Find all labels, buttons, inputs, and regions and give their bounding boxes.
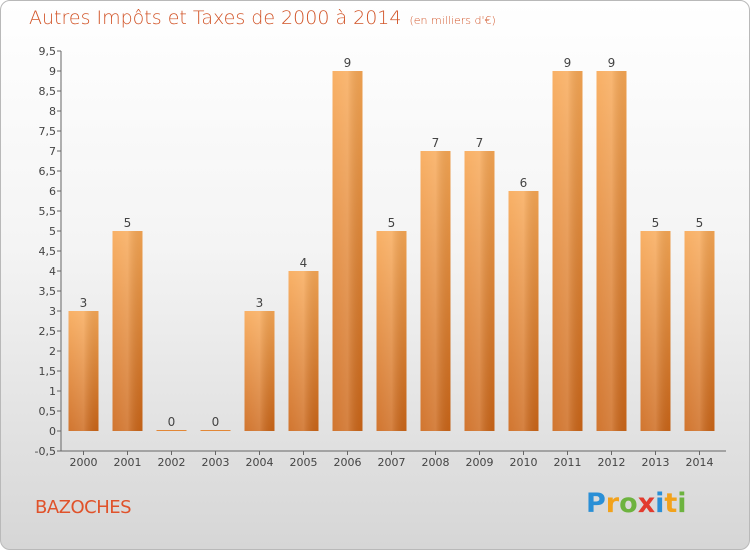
bar-value-label: 7 [432,136,440,150]
logo-letter: P [586,488,606,519]
y-axis: -0,5 0 0,5 1 1,5 2 2,5 3 3,5 4 4,5 5 5,5 6 6,5 7 7,5 8 8,5… [35,45,62,458]
y-tick-label: 1,5 [39,365,57,378]
bar-value-label: 9 [608,56,616,70]
logo-letter: t [664,488,678,519]
y-tick-label: 9,5 [39,45,57,58]
y-tick-label: 0 [49,425,56,438]
bar-value-label: 6 [520,176,528,190]
x-axis: 2000 2001 2002 2003 2004 2005 2006 2007 2008 2009… [61,450,726,469]
x-tick-label: 2002 [158,456,186,469]
bar-value-label: 0 [212,415,220,429]
y-tick-label: 7 [49,145,56,158]
x-tick-label: 2000 [70,456,98,469]
y-tick-label: 1 [49,385,56,398]
bar-shine [376,231,407,431]
y-tick-label: 2,5 [39,325,57,338]
bar-value-label: 5 [696,216,704,230]
y-tick-label: -0,5 [35,445,56,458]
y-tick-label: 3 [49,305,56,318]
x-tick-label: 2014 [686,456,714,469]
y-tick-label: 4 [49,265,56,278]
logo-letter: i [677,488,687,519]
y-tick-label: 5,5 [39,205,57,218]
bar-value-label: 5 [652,216,660,230]
y-tick-label: 8 [49,105,56,118]
bar-shine [464,151,495,431]
x-tick-label: 2008 [422,456,450,469]
y-tick-label: 8,5 [39,85,57,98]
commune-name: BAZOCHES [35,497,132,518]
logo-letter: r [605,488,620,519]
logo-letter: x [637,488,656,519]
bar-shine [420,151,451,431]
x-tick-label: 2001 [114,456,142,469]
y-tick-label: 5 [49,225,56,238]
chart-title: Autres Impôts et Taxes de 2000 à 2014 (en… [29,7,496,29]
x-tick-label: 2006 [334,456,362,469]
y-tick-label: 3,5 [39,285,57,298]
y-tick-label: 2 [49,345,56,358]
x-tick-label: 2005 [290,456,318,469]
y-tick-label: 4,5 [39,245,57,258]
bar-shine [552,71,583,431]
bar-shine [288,271,319,431]
y-tick-label: 6 [49,185,56,198]
x-tick-label: 2003 [202,456,230,469]
bar-value-label: 9 [344,56,352,70]
bar-shine [244,311,275,431]
bar [156,430,187,431]
bar-value-label: 5 [124,216,132,230]
x-tick-label: 2010 [510,456,538,469]
bar-value-label: 4 [300,256,308,270]
bar-shine [332,71,363,431]
bar-shine [640,231,671,431]
bar-value-label: 3 [80,296,88,310]
chart-unit: (en milliers d'€) [409,14,496,27]
y-tick-label: 7,5 [39,125,57,138]
bar-value-label: 7 [476,136,484,150]
x-tick-label: 2012 [598,456,626,469]
y-tick-label: 9 [49,65,56,78]
bar-shine [684,231,715,431]
x-tick-label: 2009 [466,456,494,469]
bar-value-label: 0 [168,415,176,429]
x-tick-label: 2007 [378,456,406,469]
logo-letter: i [655,488,665,519]
bar-value-label: 5 [388,216,396,230]
bar-value-label: 9 [564,56,572,70]
y-tick-label: 0,5 [39,405,57,418]
bar [200,430,231,431]
proxiti-logo[interactable]: Proxiti [586,488,687,519]
x-tick-label: 2011 [554,456,582,469]
logo-letter: o [619,488,638,519]
chart-title-text: Autres Impôts et Taxes de 2000 à 2014 [29,7,402,29]
y-tick-label: 6,5 [39,165,57,178]
bar-value-label: 3 [256,296,264,310]
bar-shine [508,191,539,431]
bars: 3 5 0 0 3 4 9 5 7 7 6 9 9 5 5 [68,56,715,431]
bar-shine [596,71,627,431]
x-tick-label: 2004 [246,456,274,469]
bar-shine [68,311,99,431]
x-tick-label: 2013 [642,456,670,469]
bar-shine [112,231,143,431]
